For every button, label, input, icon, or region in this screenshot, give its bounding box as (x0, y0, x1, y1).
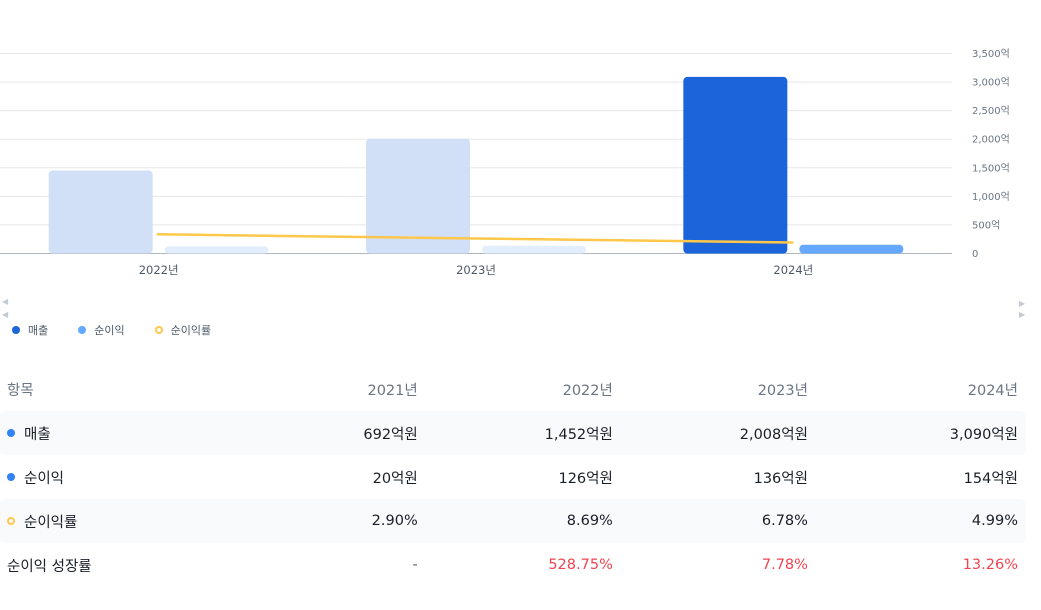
table-cell: - (412, 557, 418, 573)
y-tick-label: 0 (972, 249, 978, 260)
scroll-right-icon[interactable]: ▶ (1019, 310, 1026, 319)
table-cell: 126억원 (558, 470, 613, 487)
scroll-left-icon[interactable]: ◀ (2, 297, 9, 306)
scroll-right-icon[interactable]: ▶ (1019, 299, 1026, 308)
table-cell: 1,452억원 (417, 411, 613, 455)
y-tick-label: 1,000억 (972, 191, 1010, 203)
x-tick-label: 2024년 (773, 263, 813, 277)
table-cell: 136억원 (753, 470, 808, 487)
row-label: 순이익 성장률 (7, 558, 92, 575)
y-tick-label: 2,500억 (972, 105, 1010, 117)
table-cell: 13.26% (962, 557, 1018, 573)
legend-dot-icon (12, 326, 20, 334)
y-axis-ticks: 0 500억 1,000억 1,500억 2,000억 2,500억 3,000억 3,500… (972, 48, 1010, 260)
x-axis-ticks: 2022년 2023년 2024년 (139, 263, 814, 277)
table-row-growth: 순이익 성장률 - 528.75% 7.78% 13.26% (0, 543, 1026, 587)
revenue-profit-chart: 0 500억 1,000억 1,500억 2,000억 2,500억 3,000억 3,500… (0, 48, 1010, 277)
table-row-net-income: 순이익 20억원 126억원 136억원 154억원 (0, 455, 1026, 499)
table-cell: 8.69% (417, 499, 613, 543)
row-dot-icon (7, 473, 15, 481)
x-tick-label: 2022년 (139, 263, 179, 277)
table-cell: 3,090억원 (807, 411, 1026, 455)
row-dot-icon (7, 429, 15, 437)
table-cell: 2,008억원 (612, 411, 808, 455)
chart-gridlines (0, 53, 952, 254)
bar-revenue[interactable] (683, 76, 788, 254)
y-tick-label: 2,000억 (972, 134, 1010, 146)
table-cell: 4.99% (807, 499, 1026, 543)
bar-net-income[interactable] (164, 246, 269, 254)
header-item: 항목 (7, 382, 34, 399)
header-year: 2023년 (757, 382, 808, 399)
legend-dot-icon (78, 326, 87, 334)
scroll-left-icon[interactable]: ◀ (2, 310, 9, 319)
legend-label: 순이익률 (170, 324, 212, 337)
legend-label: 매출 (28, 324, 49, 337)
bar-revenue[interactable] (48, 170, 153, 254)
row-label: 순이익률 (24, 514, 78, 531)
row-label-cell: 순이익률 (0, 499, 263, 543)
legend-ring-icon (154, 326, 163, 334)
legend-item-revenue[interactable]: 매출 (12, 322, 48, 338)
table-cell: 692억원 (262, 411, 418, 455)
table-cell: 154억원 (963, 470, 1018, 487)
table-cell: 20억원 (372, 470, 418, 487)
header-year: 2024년 (967, 382, 1018, 399)
header-year: 2022년 (562, 382, 613, 399)
bar-revenue[interactable] (366, 138, 470, 254)
row-label-cell: 순이익 (0, 455, 262, 499)
table-row-net-margin: 순이익률 2.90% 8.69% 6.78% 4.99% (0, 499, 1026, 543)
row-label-cell: 순이익 성장률 (0, 543, 262, 587)
legend-item-net-margin[interactable]: 순이익률 (154, 322, 212, 338)
chart-margin-line (156, 233, 794, 244)
row-ring-icon (7, 517, 15, 525)
bar-net-income[interactable] (482, 245, 586, 254)
line-net-margin (156, 233, 794, 244)
x-tick-label: 2023년 (456, 263, 496, 277)
row-label: 매출 (24, 426, 51, 443)
y-tick-label: 3,000억 (972, 77, 1010, 89)
y-tick-label: 3,500억 (972, 48, 1010, 60)
table-cell: 2.90% (262, 499, 418, 543)
header-year: 2021년 (367, 382, 418, 399)
bar-net-income[interactable] (799, 244, 904, 254)
financial-table: 항목 2021년 2022년 2023년 2024년 매출 692억원 1,45… (0, 367, 1026, 587)
table-cell: 6.78% (612, 499, 808, 543)
y-tick-label: 1,500억 (972, 162, 1010, 174)
chart-legend: 매출 순이익 순이익률 (12, 322, 241, 338)
row-label: 순이익 (24, 470, 65, 487)
legend-item-net-income[interactable]: 순이익 (78, 322, 125, 338)
legend-label: 순이익 (94, 324, 125, 337)
table-header-row: 항목 2021년 2022년 2023년 2024년 (0, 367, 1026, 411)
table-cell: 528.75% (548, 557, 613, 573)
chart-bars (48, 76, 904, 254)
y-tick-label: 500억 (972, 219, 1000, 231)
table-cell: 7.78% (761, 557, 808, 573)
row-label-cell: 매출 (0, 411, 263, 455)
table-row-revenue: 매출 692억원 1,452억원 2,008억원 3,090억원 (0, 411, 1026, 455)
